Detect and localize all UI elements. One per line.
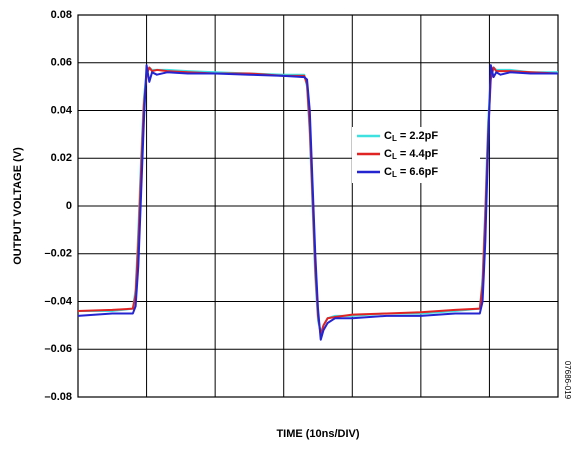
y-tick-label: 0 <box>66 200 72 212</box>
legend-label: CL = 2.2pF <box>384 130 438 143</box>
y-tick-label: –0.04 <box>44 295 72 307</box>
y-axis-label: OUTPUT VOLTAGE (V) <box>12 147 24 265</box>
x-axis-label: TIME (10ns/DIV) <box>276 428 359 440</box>
figure-id: 07686-019 <box>563 361 572 400</box>
y-tick-label: 0.08 <box>51 9 72 21</box>
y-tick-label: 0.06 <box>51 57 72 69</box>
y-tick-label: 0.04 <box>51 104 73 116</box>
y-tick-label: –0.06 <box>44 343 72 355</box>
legend-label: CL = 6.6pF <box>384 166 438 179</box>
y-tick-label: –0.02 <box>44 248 72 260</box>
y-tick-label: 0.02 <box>51 152 72 164</box>
series-line <box>77 64 558 341</box>
legend-label: CL = 4.4pF <box>384 148 438 161</box>
y-tick-label: –0.08 <box>44 391 72 403</box>
